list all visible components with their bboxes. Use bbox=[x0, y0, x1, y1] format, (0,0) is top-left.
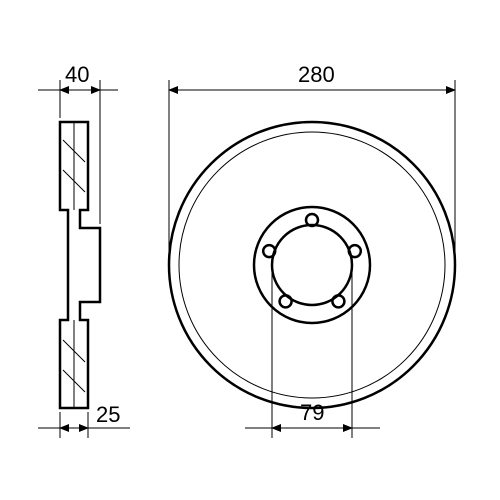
dim-79-label: 79 bbox=[300, 400, 324, 425]
dim-25-label: 25 bbox=[96, 402, 120, 427]
dim-280-label: 280 bbox=[298, 62, 335, 87]
technical-drawing: 280 79 40 25 bbox=[0, 0, 500, 500]
dim-40-label: 40 bbox=[65, 62, 89, 87]
front-view bbox=[169, 122, 455, 408]
dimension-offset: 40 bbox=[38, 62, 118, 224]
dimension-hub-diameter: 79 bbox=[245, 265, 380, 438]
side-view bbox=[60, 122, 100, 408]
